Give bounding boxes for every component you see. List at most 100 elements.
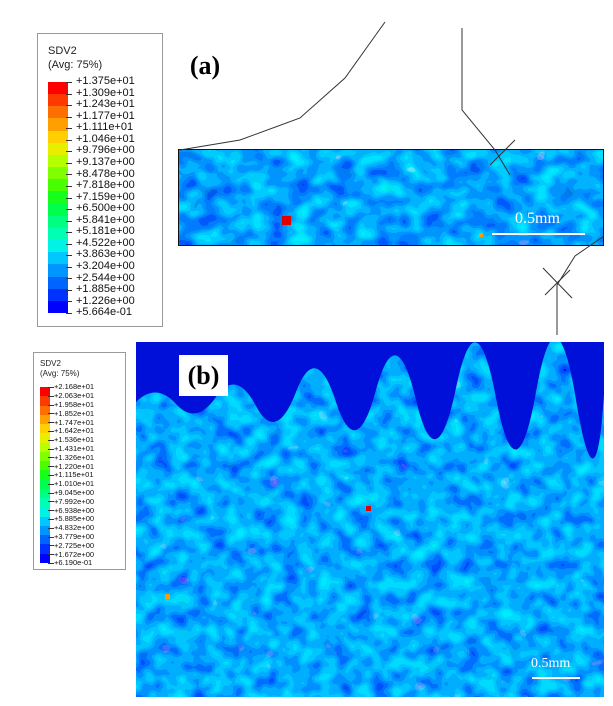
color-swatch — [48, 191, 68, 205]
legend-value-label: +8.478e+00 — [76, 167, 135, 180]
legend-subtitle: (Avg: 75%) — [40, 369, 80, 378]
scale-bar-label-b: 0.5mm — [531, 656, 571, 671]
color-swatch — [40, 507, 50, 518]
color-swatch — [40, 387, 50, 397]
legend-value-label: +1.431e+01 — [54, 443, 95, 453]
legend-tick — [48, 563, 54, 564]
color-swatch — [40, 470, 50, 481]
legend-value-label: +1.177e+01 — [76, 109, 135, 122]
legend-tick — [48, 413, 54, 415]
legend-tick — [48, 483, 54, 485]
legend-value-label: +1.111e+01 — [76, 121, 134, 134]
color-swatch — [48, 227, 68, 241]
color-swatch — [40, 442, 50, 453]
legend-tick — [66, 232, 72, 234]
color-swatch — [48, 252, 68, 265]
legend-tick — [48, 519, 54, 520]
legend-tick — [48, 510, 54, 512]
color-swatch — [48, 179, 68, 192]
legend-value-label: +1.536e+01 — [54, 435, 95, 445]
color-swatch — [48, 82, 68, 95]
scale-bar-line-a — [492, 233, 585, 235]
panel-a-field-border — [178, 149, 604, 246]
legend-tick — [66, 116, 72, 118]
panel-a-contour-plot — [178, 149, 604, 246]
legend-tick — [48, 536, 54, 538]
color-swatch — [48, 288, 68, 302]
legend-tick — [48, 554, 54, 556]
color-swatch — [40, 535, 50, 545]
legend-value-label: +5.664e-01 — [76, 306, 132, 319]
legend-value-label: +4.832e+00 — [54, 523, 95, 533]
legend-value-label: +2.168e+01 — [54, 382, 95, 392]
legend-tick — [48, 492, 54, 494]
color-swatch — [40, 414, 50, 425]
legend-value-label: +5.885e+00 — [54, 514, 95, 524]
legend-value-label: +1.326e+01 — [54, 452, 95, 462]
legend-tick — [66, 301, 72, 303]
color-swatch — [40, 516, 50, 527]
legend-tick — [66, 185, 72, 187]
legend-value-label: +7.159e+00 — [76, 190, 135, 203]
legend-value-label: +1.243e+01 — [76, 98, 135, 111]
legend-tick — [66, 128, 72, 130]
legend-subtitle: (Avg: 75%) — [48, 59, 103, 71]
scale-bar-line-b — [532, 677, 580, 679]
legend-value-label: +5.181e+00 — [76, 225, 135, 238]
color-bar — [48, 82, 68, 314]
legend-tick — [48, 466, 54, 468]
legend-tick — [66, 139, 72, 141]
legend-value-label: +6.938e+00 — [54, 505, 95, 515]
legend-value-label: +3.779e+00 — [54, 531, 95, 541]
color-swatch — [48, 154, 68, 168]
color-swatch — [40, 498, 50, 508]
legend-value-label: +1.226e+00 — [76, 294, 135, 307]
legend-value-label: +1.852e+01 — [54, 408, 95, 418]
hot-spot-marker — [165, 594, 170, 599]
legend-value-label: +6.500e+00 — [76, 202, 135, 215]
color-swatch — [40, 488, 50, 499]
panel-a-field-noise — [178, 149, 604, 246]
legend-value-label: +1.309e+01 — [76, 86, 135, 99]
legend-value-label: +4.522e+00 — [76, 236, 135, 249]
legend-value-label: +3.863e+00 — [76, 248, 135, 261]
legend-tick — [48, 422, 54, 424]
color-swatch — [48, 264, 68, 278]
legend-tick — [48, 475, 54, 476]
legend-tick — [48, 395, 54, 397]
color-swatch — [40, 525, 50, 536]
color-swatch — [48, 300, 68, 314]
color-swatch — [40, 479, 50, 490]
color-swatch — [48, 106, 68, 119]
legend-tick — [66, 151, 72, 153]
legend-value-label: +1.010e+01 — [54, 479, 95, 489]
legend-tick — [48, 501, 54, 503]
color-bar — [40, 387, 50, 564]
color-swatch — [40, 544, 50, 555]
legend-value-label: +7.992e+00 — [54, 496, 95, 506]
legend-panel-b: SDV2 (Avg: 75%) +2.168e+01 +2.063e+01 +1.9… — [33, 352, 126, 570]
legend-value-label: +9.137e+00 — [76, 156, 135, 169]
panel-a-label: (a) — [182, 49, 228, 83]
hot-spot-marker — [479, 233, 483, 237]
legend-tick — [66, 174, 72, 176]
max-value-marker — [366, 506, 371, 511]
color-swatch — [48, 203, 68, 217]
legend-panel-a: SDV2 (Avg: 75%) +1.375e+01 +1.309e+01 +1.2… — [37, 33, 163, 327]
color-swatch — [48, 215, 68, 229]
legend-value-label: +1.958e+01 — [54, 399, 95, 409]
legend-title: SDV2 — [40, 359, 61, 368]
legend-value-label: +6.190e-01 — [54, 558, 93, 568]
legend-value-label: +1.115e+01 — [54, 470, 94, 480]
max-value-marker — [282, 216, 291, 225]
legend-value-label: +5.841e+00 — [76, 213, 135, 226]
legend-tick — [66, 93, 72, 95]
legend-tick — [48, 431, 54, 432]
legend-value-label: +9.796e+00 — [76, 144, 135, 157]
color-swatch — [48, 240, 68, 253]
legend-value-label: +1.672e+00 — [54, 549, 95, 559]
color-swatch — [40, 433, 50, 444]
panel-b-label: (b) — [179, 355, 228, 396]
legend-tick — [66, 220, 72, 222]
color-swatch — [40, 424, 50, 434]
